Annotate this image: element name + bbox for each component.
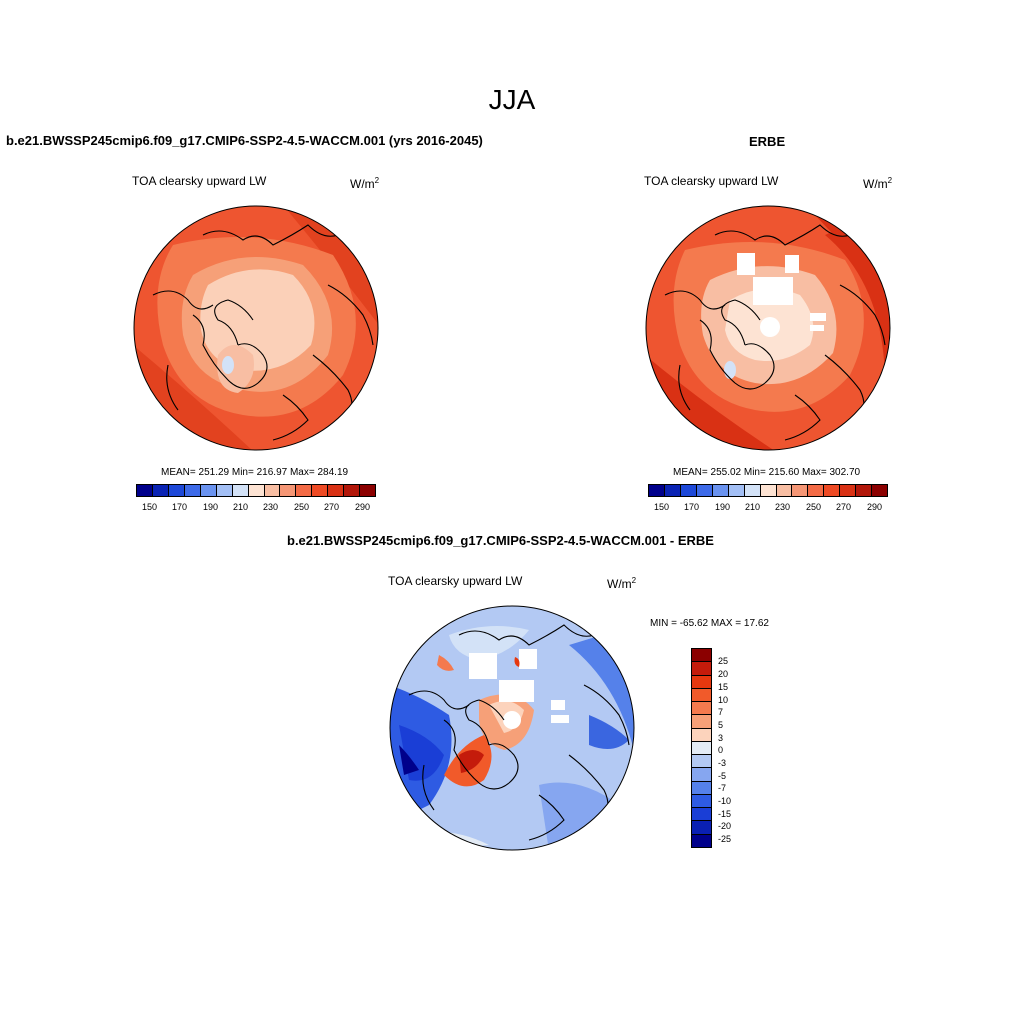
colorbar-swatch — [280, 485, 297, 496]
colorbar-swatch — [692, 702, 711, 716]
colorbar-swatch — [692, 834, 711, 847]
figure-title: JJA — [488, 84, 536, 115]
colorbar-swatch — [680, 485, 697, 496]
panel-2-tick: 210 — [745, 502, 761, 512]
panel-3-tick: 3 — [718, 733, 724, 743]
colorbar-swatch — [808, 485, 825, 496]
panel-3-tick: 0 — [718, 745, 724, 755]
panel-1-tick: 230 — [263, 502, 279, 512]
panel-3-tick: -10 — [718, 796, 732, 806]
panel-3-stats: MIN = -65.62 MAX = 17.62 — [650, 618, 769, 629]
panel-1-tick: 290 — [355, 502, 371, 512]
colorbar-swatch — [296, 485, 313, 496]
panel-3-tick: 15 — [718, 682, 729, 692]
colorbar-swatch — [216, 485, 233, 496]
colorbar-swatch — [760, 485, 777, 496]
panel-2-tick: 250 — [806, 502, 822, 512]
panel-2-tick: 150 — [654, 502, 670, 512]
colorbar-swatch — [712, 485, 729, 496]
colorbar-swatch — [692, 768, 711, 782]
panel-3-tick: 25 — [718, 656, 729, 666]
panel-2-stats: MEAN= 255.02 Min= 215.60 Max= 302.70 — [673, 467, 861, 478]
colorbar-swatch — [692, 715, 711, 729]
colorbar-swatch — [360, 485, 376, 496]
panel-3-tick: -15 — [718, 809, 732, 819]
panel-1-tick: 210 — [233, 502, 249, 512]
panel-2-polar-map — [645, 205, 891, 451]
colorbar-swatch — [728, 485, 745, 496]
panel-1-stats: MEAN= 251.29 Min= 216.97 Max= 284.19 — [161, 467, 349, 478]
colorbar-swatch — [168, 485, 185, 496]
colorbar-swatch — [328, 485, 345, 496]
colorbar-swatch — [840, 485, 857, 496]
colorbar-swatch — [232, 485, 249, 496]
panel-1-tick: 170 — [172, 502, 188, 512]
panel-2-tick: 230 — [775, 502, 791, 512]
colorbar-swatch — [692, 675, 711, 689]
panel-3-polar-map — [389, 605, 635, 851]
panel-3-tick: -7 — [718, 783, 727, 793]
panel-3-title: b.e21.BWSSP245cmip6.f09_g17.CMIP6-SSP2-4… — [287, 533, 714, 548]
colorbar-swatch — [692, 662, 711, 676]
colorbar-swatch — [776, 485, 793, 496]
colorbar-swatch — [692, 755, 711, 769]
colorbar-swatch — [264, 485, 281, 496]
panel-1-variable: TOA clearsky upward LW — [132, 174, 267, 188]
colorbar-swatch — [856, 485, 873, 496]
panel-2-tick: 290 — [867, 502, 883, 512]
panel-3-colorbar — [691, 648, 712, 848]
panel-2-tick: 170 — [684, 502, 700, 512]
panel-3-units: W/m2 — [607, 576, 637, 591]
panel-2-colorbar — [648, 484, 888, 497]
panel-2-variable: TOA clearsky upward LW — [644, 174, 779, 188]
panel-3-tick: 20 — [718, 669, 729, 679]
colorbar-swatch — [184, 485, 201, 496]
panel-3-tick: 7 — [718, 707, 724, 717]
panel-2-tick: 190 — [715, 502, 731, 512]
colorbar-swatch — [692, 688, 711, 703]
colorbar-swatch — [344, 485, 361, 496]
panel-1-tick: 270 — [324, 502, 340, 512]
colorbar-swatch — [312, 485, 329, 496]
colorbar-swatch — [200, 485, 217, 496]
colorbar-swatch — [692, 741, 711, 756]
colorbar-swatch — [649, 485, 665, 496]
panel-1-tick: 190 — [203, 502, 219, 512]
panel-1-colorbar — [136, 484, 376, 497]
panel-3-tick: 5 — [718, 720, 724, 730]
colorbar-swatch — [792, 485, 809, 496]
panel-3-tick: 10 — [718, 695, 729, 705]
colorbar-swatch — [692, 781, 711, 795]
colorbar-swatch — [824, 485, 841, 496]
colorbar-swatch — [692, 821, 711, 835]
colorbar-swatch — [692, 728, 711, 742]
colorbar-swatch — [692, 794, 711, 809]
panel-2-tick: 270 — [836, 502, 852, 512]
panel-1-tick: 250 — [294, 502, 310, 512]
panel-2-title: ERBE — [749, 134, 786, 149]
panel-1-tick: 150 — [142, 502, 158, 512]
colorbar-swatch — [248, 485, 265, 496]
panel-2-units: W/m2 — [863, 176, 893, 191]
panel-1-polar-map — [133, 205, 379, 451]
colorbar-swatch — [692, 649, 711, 663]
colorbar-swatch — [872, 485, 888, 496]
colorbar-swatch — [137, 485, 153, 496]
colorbar-swatch — [692, 808, 711, 822]
colorbar-swatch — [664, 485, 681, 496]
panel-3-tick: -25 — [718, 834, 732, 844]
panel-1-units: W/m2 — [350, 176, 380, 191]
panel-3-variable: TOA clearsky upward LW — [388, 574, 523, 588]
panel-3-tick: -20 — [718, 821, 732, 831]
colorbar-swatch — [696, 485, 713, 496]
colorbar-swatch — [152, 485, 169, 496]
panel-3-tick: -5 — [718, 771, 727, 781]
panel-1-title: b.e21.BWSSP245cmip6.f09_g17.CMIP6-SSP2-4… — [6, 133, 483, 148]
panel-3-tick: -3 — [718, 758, 727, 768]
colorbar-swatch — [744, 485, 761, 496]
